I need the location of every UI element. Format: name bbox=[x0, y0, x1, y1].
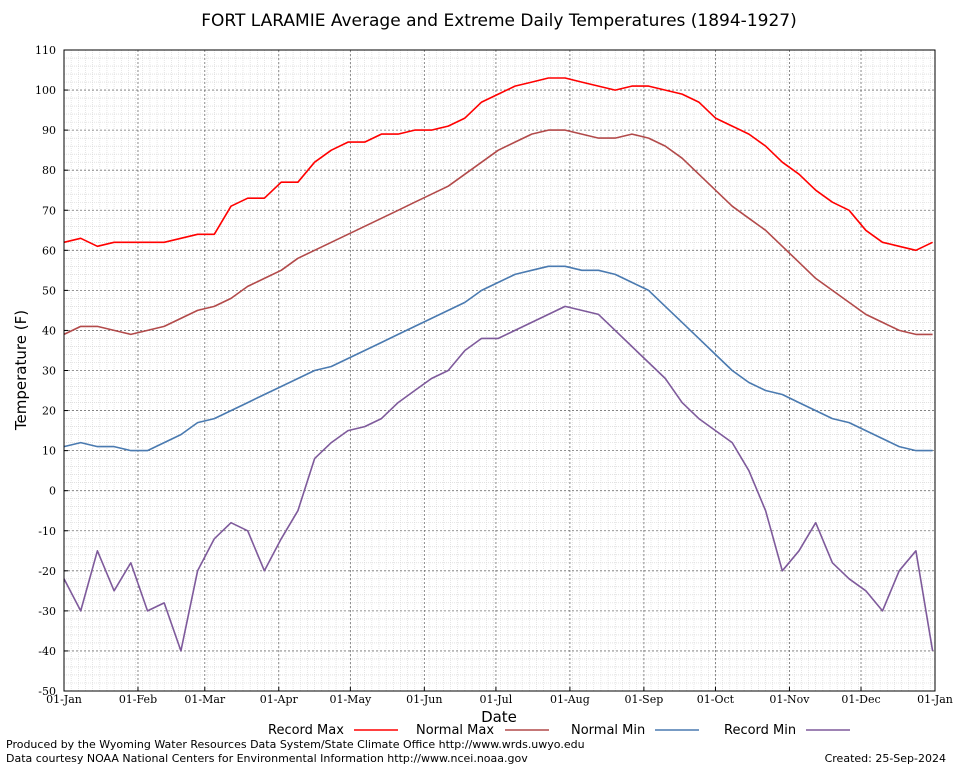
y-tick-label: 60 bbox=[42, 244, 56, 257]
y-tick-label: -10 bbox=[38, 525, 56, 538]
y-tick-label: 90 bbox=[42, 124, 56, 137]
x-tick-label: 01-Sep bbox=[624, 693, 663, 706]
x-tick-label: 01-Jul bbox=[480, 693, 513, 706]
x-tick-label: 01-Feb bbox=[119, 693, 157, 706]
y-tick-label: -20 bbox=[38, 565, 56, 578]
series-line-normal-max bbox=[63, 129, 933, 336]
footer-data-courtesy: Data courtesy NOAA National Centers for … bbox=[6, 752, 528, 765]
y-tick-label: 70 bbox=[42, 204, 56, 217]
footer-produced-by: Produced by the Wyoming Water Resources … bbox=[6, 738, 585, 751]
y-tick-label: 40 bbox=[42, 324, 56, 337]
y-axis-label: Temperature (F) bbox=[12, 310, 30, 431]
y-tick-label: 100 bbox=[35, 84, 56, 97]
y-tick-label: 110 bbox=[35, 44, 56, 57]
legend-label-normal-max: Normal Max bbox=[416, 723, 494, 738]
x-tick-label: 01-Jan bbox=[917, 693, 953, 706]
footer-created-date: Created: 25-Sep-2024 bbox=[824, 752, 946, 765]
grid-layer bbox=[63, 49, 936, 692]
x-tick-label: 01-Nov bbox=[769, 693, 810, 706]
x-tick-label: 01-May bbox=[329, 693, 372, 706]
y-tick-label: 0 bbox=[49, 485, 56, 498]
legend-label-normal-min: Normal Min bbox=[571, 723, 645, 738]
x-tick-label: 01-Jun bbox=[406, 693, 442, 706]
y-tick-label: -50 bbox=[38, 685, 56, 698]
chart-title: FORT LARAMIE Average and Extreme Daily T… bbox=[201, 11, 796, 31]
x-tick-label: 01-Oct bbox=[697, 693, 735, 706]
x-tick-label: 01-Mar bbox=[184, 693, 226, 706]
legend: Record Max Normal Max Normal Min Record … bbox=[268, 723, 850, 738]
series-line-normal-min bbox=[63, 265, 933, 452]
x-tick-label: 01-Apr bbox=[260, 693, 299, 706]
y-tick-label: 10 bbox=[42, 445, 56, 458]
y-tick-label: -40 bbox=[38, 645, 56, 658]
x-tick-labels: 01-Jan 01-Feb 01-Mar 01-Apr 01-May 01-Jun 01-J… bbox=[46, 687, 953, 706]
series-line-record-min bbox=[63, 305, 934, 652]
series-layer bbox=[63, 77, 934, 652]
x-tick-label: 01-Dec bbox=[841, 693, 880, 706]
x-axis-label: Date bbox=[481, 708, 517, 726]
legend-label-record-min: Record Min bbox=[724, 723, 796, 738]
y-tick-label: -30 bbox=[38, 605, 56, 618]
y-tick-label: 30 bbox=[42, 365, 56, 378]
legend-label-record-max: Record Max bbox=[268, 723, 344, 738]
y-tick-label: 80 bbox=[42, 164, 56, 177]
x-tick-label: 01-Jan bbox=[46, 693, 82, 706]
y-tick-label: 50 bbox=[42, 284, 56, 297]
x-tick-label: 01-Aug bbox=[550, 693, 590, 706]
y-tick-label: 20 bbox=[42, 405, 56, 418]
series-line-record-max bbox=[63, 77, 933, 252]
